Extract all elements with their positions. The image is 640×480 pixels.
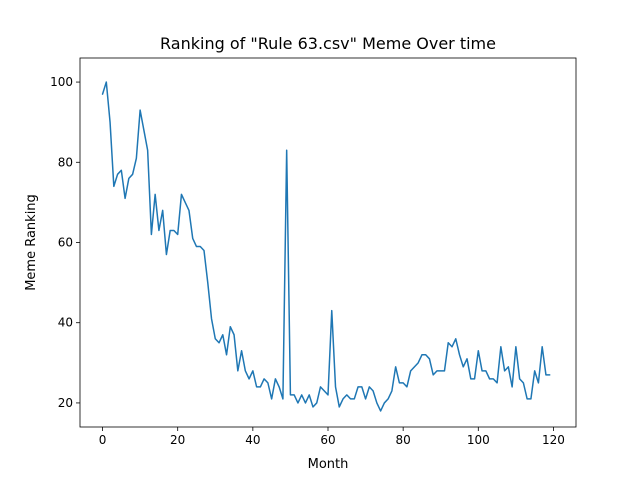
x-tick-label: 0: [99, 433, 107, 447]
y-tick-label: 20: [58, 396, 73, 410]
x-tick-label: 100: [467, 433, 490, 447]
chart-title: Ranking of "Rule 63.csv" Meme Over time: [160, 34, 496, 53]
y-tick-label: 40: [58, 316, 73, 330]
y-tick-label: 60: [58, 236, 73, 250]
x-tick-label: 120: [542, 433, 565, 447]
y-axis-label: Meme Ranking: [24, 194, 39, 291]
x-tick-label: 40: [245, 433, 260, 447]
x-tick-label: 60: [320, 433, 335, 447]
x-axis-ticks: 0 20 40 60 80 100 120: [99, 427, 565, 447]
x-tick-label: 80: [396, 433, 411, 447]
y-tick-label: 100: [50, 75, 73, 89]
series-line: [101, 81, 551, 412]
x-tick-label: 20: [170, 433, 185, 447]
y-tick-label: 80: [58, 155, 73, 169]
axes-frame: [79, 57, 577, 428]
y-axis-ticks: 20 40 60 80 100: [50, 75, 80, 410]
x-axis-label: Month: [308, 457, 349, 472]
